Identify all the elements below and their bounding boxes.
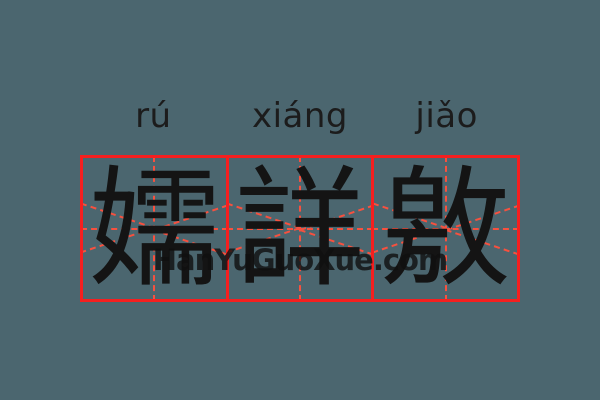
pinyin-cell: xiáng [227, 94, 374, 138]
tianzige-grid: 嬬 詳 敫 [80, 155, 520, 302]
pinyin-label-1: rú [135, 96, 172, 136]
grid-cell-3: 敫 [374, 158, 518, 299]
grid-cell-2: 詳 [228, 158, 375, 299]
hanzi-character-3: 敫 [380, 158, 511, 299]
pinyin-cell: rú [80, 94, 227, 138]
pinyin-label-2: xiáng [251, 96, 349, 136]
hanzi-character-1: 嬬 [89, 158, 220, 299]
pinyin-cell: jiǎo [373, 94, 520, 138]
grid-cell-1: 嬬 [83, 158, 229, 299]
pinyin-label-3: jiǎo [415, 96, 478, 136]
pinyin-row: rú xiáng jiǎo [80, 94, 520, 138]
hanzi-character-2: 詳 [235, 158, 366, 299]
